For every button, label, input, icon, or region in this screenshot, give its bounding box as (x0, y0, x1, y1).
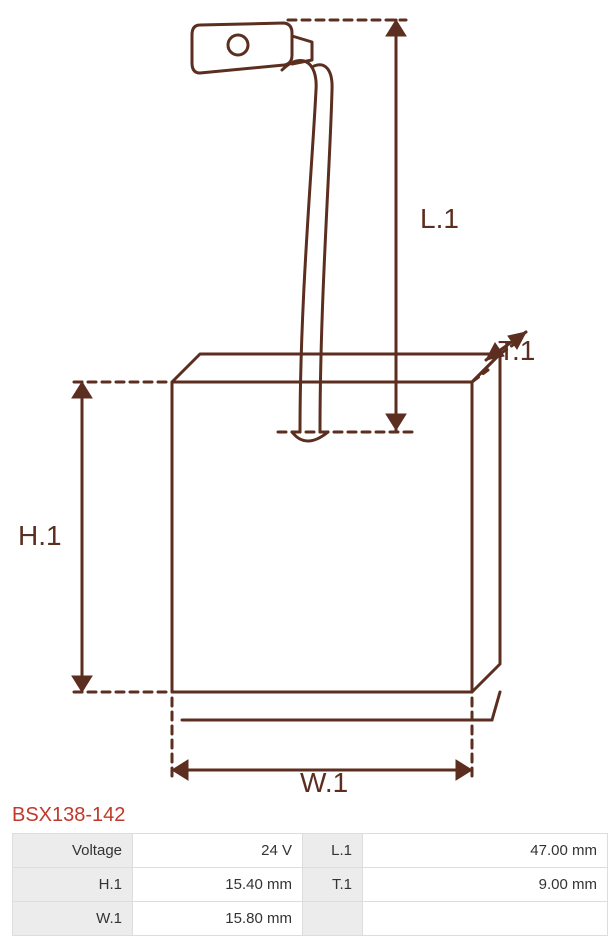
diagram-svg: L.1 T.1 H.1 W.1 (0, 0, 608, 800)
spec-value: 15.80 mm (133, 902, 303, 936)
spec-label: T.1 (303, 868, 363, 902)
svg-text:L.1: L.1 (420, 203, 459, 234)
table-row: W.115.80 mm (13, 902, 608, 936)
svg-text:T.1: T.1 (498, 335, 535, 366)
spec-value: 24 V (133, 834, 303, 868)
part-number-title: BSX138-142 (0, 800, 608, 833)
svg-text:H.1: H.1 (18, 520, 62, 551)
spec-table: Voltage24 VL.147.00 mmH.115.40 mmT.19.00… (12, 833, 608, 936)
dimension-diagram: L.1 T.1 H.1 W.1 (0, 0, 608, 800)
svg-text:W.1: W.1 (300, 767, 348, 798)
spec-value (363, 902, 608, 936)
spec-label: H.1 (13, 868, 133, 902)
spec-label: Voltage (13, 834, 133, 868)
table-row: H.115.40 mmT.19.00 mm (13, 868, 608, 902)
spec-label: W.1 (13, 902, 133, 936)
spec-value: 9.00 mm (363, 868, 608, 902)
spec-value: 47.00 mm (363, 834, 608, 868)
table-row: Voltage24 VL.147.00 mm (13, 834, 608, 868)
spec-value: 15.40 mm (133, 868, 303, 902)
spec-label: L.1 (303, 834, 363, 868)
spec-label (303, 902, 363, 936)
part-number-text: BSX138-142 (12, 804, 125, 826)
